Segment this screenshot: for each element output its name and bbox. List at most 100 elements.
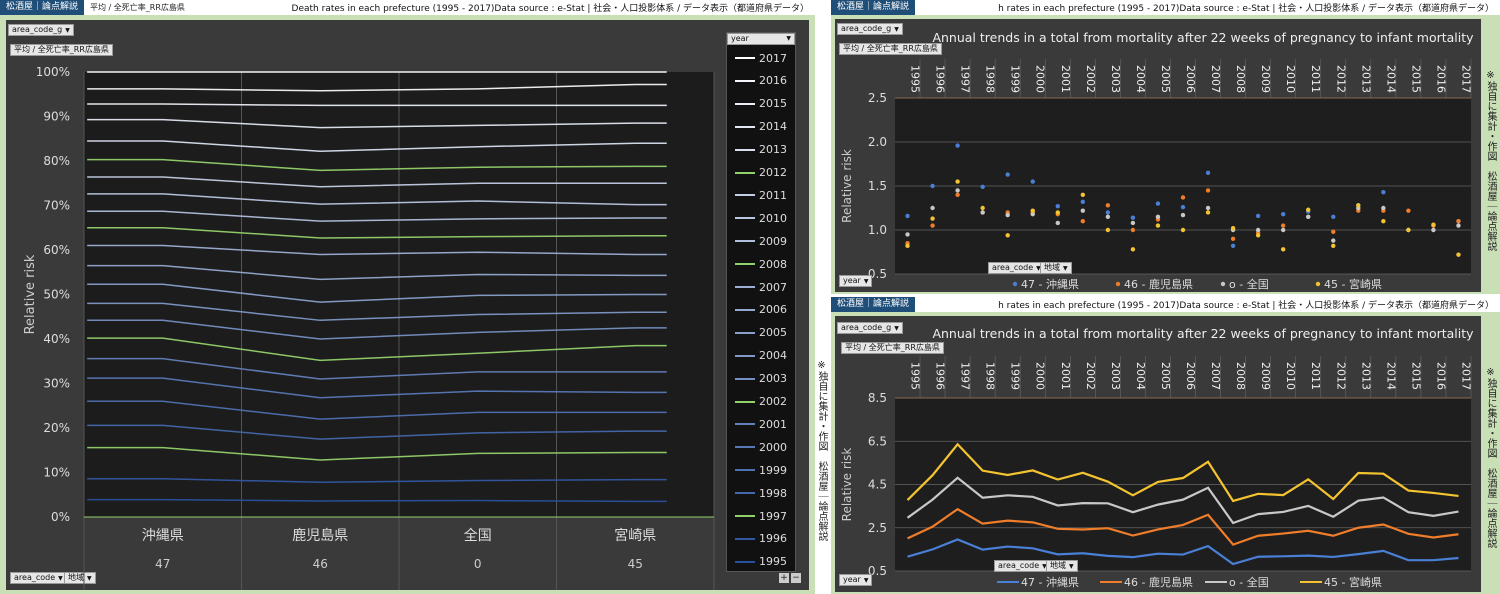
year-legend: year ▼ 2017 2016 2015 2014 2013 2012 2011 2010 20… bbox=[726, 32, 796, 572]
chart-title: Annual trends in a total from mortality … bbox=[932, 326, 1474, 341]
area-code-field-button[interactable]: area_code ▼ bbox=[10, 572, 67, 584]
year-legend-item[interactable]: 2011 bbox=[727, 188, 795, 202]
year-legend-item[interactable]: 2004 bbox=[727, 349, 795, 363]
year-legend-item[interactable]: 1996 bbox=[727, 532, 795, 546]
series-line-2002 bbox=[87, 337, 667, 362]
data-point bbox=[1055, 210, 1060, 215]
side-note-left: ※独自に集計・作図 松酒屋｜論点解説 bbox=[816, 360, 827, 541]
x-tick-label: 2017 bbox=[1459, 362, 1472, 390]
year-legend-item[interactable]: 2007 bbox=[727, 280, 795, 294]
brand-label[interactable]: 松酒屋｜論点解説 bbox=[831, 297, 916, 312]
measure-field-button[interactable]: 平均 / 全死亡率_RR広島県 bbox=[10, 44, 113, 56]
x-tick-label: 2009 bbox=[1259, 362, 1272, 390]
series-line-2011 bbox=[87, 176, 667, 188]
measure-breadcrumb: 平均 / 全死亡率_RR広島県 bbox=[90, 3, 185, 12]
year-legend-item[interactable]: 1999 bbox=[727, 463, 795, 477]
year-field-button[interactable]: year ▼ bbox=[839, 275, 873, 287]
year-legend-item[interactable]: 2008 bbox=[727, 257, 795, 271]
area-code-g-filter-button[interactable]: area_code_g ▼ bbox=[8, 24, 74, 36]
expand-button[interactable]: + bbox=[779, 573, 789, 583]
data-point bbox=[1005, 212, 1010, 218]
year-legend-item[interactable]: 2005 bbox=[727, 326, 795, 340]
x-tick-label: 2008 bbox=[1234, 362, 1247, 390]
year-legend-item[interactable]: 2014 bbox=[727, 120, 795, 134]
data-point bbox=[1205, 188, 1211, 193]
year-field-button[interactable]: year ▼ bbox=[839, 574, 873, 586]
data-point bbox=[1456, 223, 1461, 228]
data-point bbox=[1381, 205, 1386, 211]
y-tick-label: 8.5 bbox=[868, 391, 887, 405]
year-legend-item[interactable]: 1998 bbox=[727, 486, 795, 500]
x-tick-label: 2011 bbox=[1309, 65, 1322, 93]
legend-swatch bbox=[735, 79, 755, 82]
series-line-2003 bbox=[87, 319, 667, 340]
x-tick-label: 1995 bbox=[909, 65, 922, 93]
legend-label: 47 - 沖縄県 bbox=[1021, 575, 1079, 589]
year-legend-item[interactable]: 2010 bbox=[727, 211, 795, 225]
series-line-2012 bbox=[87, 158, 667, 172]
year-legend-item[interactable]: 2015 bbox=[727, 97, 795, 111]
data-point bbox=[1331, 214, 1336, 219]
data-point bbox=[980, 210, 985, 215]
year-legend-item[interactable]: 2002 bbox=[727, 395, 795, 409]
area-code-field-button[interactable]: area_code ▼ bbox=[988, 262, 1045, 274]
year-legend-item[interactable]: 2016 bbox=[727, 74, 795, 88]
legend-swatch bbox=[735, 331, 755, 334]
data-point bbox=[1230, 226, 1236, 231]
legend-label: 2001 bbox=[759, 417, 787, 431]
region-field-button[interactable]: 地域 ▼ bbox=[1046, 560, 1078, 572]
y-tick-label: 20% bbox=[43, 421, 70, 435]
region-field-button[interactable]: 地域 ▼ bbox=[1040, 262, 1072, 274]
legend-label: 2012 bbox=[759, 166, 787, 179]
year-filter-button[interactable]: year ▼ bbox=[727, 33, 795, 45]
data-point bbox=[1080, 199, 1086, 205]
data-point bbox=[1331, 229, 1336, 234]
year-legend-item[interactable]: 2006 bbox=[727, 303, 795, 317]
year-legend-item[interactable]: 1997 bbox=[727, 509, 795, 523]
legend-swatch bbox=[735, 125, 755, 128]
area-code-g-filter-button[interactable]: area_code_g ▼ bbox=[837, 322, 903, 334]
data-point bbox=[905, 213, 910, 219]
y-tick-label: 1.5 bbox=[868, 179, 887, 193]
y-axis-label: Relative risk bbox=[840, 149, 854, 223]
legend-swatch bbox=[1012, 281, 1018, 287]
data-point bbox=[1280, 227, 1286, 233]
stacked-line-chart-right: Annual trends in a total from mortality … bbox=[840, 326, 1474, 589]
series-line-2010 bbox=[87, 193, 667, 206]
brand-label[interactable]: 松酒屋｜論点解説 bbox=[0, 0, 85, 15]
year-legend-item[interactable]: 2012 bbox=[727, 166, 795, 180]
x-tick-label: 2006 bbox=[1184, 65, 1197, 93]
area-code-g-filter-button[interactable]: area_code_g ▼ bbox=[837, 23, 903, 35]
source-text: h rates in each prefecture (1995 - 2017)… bbox=[998, 301, 1494, 311]
year-legend-item[interactable]: 2001 bbox=[727, 417, 795, 431]
year-legend-item[interactable]: 2000 bbox=[727, 440, 795, 454]
data-point bbox=[1381, 219, 1386, 224]
year-legend-item[interactable]: 1995 bbox=[727, 555, 795, 569]
chevron-down-icon: ▼ bbox=[1036, 265, 1041, 272]
brand-label[interactable]: 松酒屋｜論点解説 bbox=[831, 0, 916, 15]
year-legend-item[interactable]: 2017 bbox=[727, 51, 795, 65]
data-point bbox=[1105, 227, 1111, 233]
region-field-button[interactable]: 地域 ▼ bbox=[64, 572, 96, 584]
area-code-field-button[interactable]: area_code ▼ bbox=[994, 560, 1051, 572]
legend-label: 2011 bbox=[759, 188, 787, 202]
y-axis-label: Relative risk bbox=[23, 254, 38, 334]
series-line-2000 bbox=[87, 377, 667, 399]
legend-label: 2014 bbox=[759, 120, 787, 134]
data-point bbox=[1456, 252, 1461, 257]
measure-field-button[interactable]: 平均 / 全死亡率_RR広島県 bbox=[841, 342, 944, 354]
x-tick-label: 2000 bbox=[1034, 362, 1047, 390]
collapse-button[interactable]: − bbox=[791, 573, 801, 583]
data-point bbox=[1280, 211, 1286, 217]
legend-swatch bbox=[1115, 281, 1121, 287]
data-point bbox=[1431, 222, 1436, 227]
measure-field-button[interactable]: 平均 / 全死亡率_RR広島県 bbox=[839, 43, 942, 55]
chevron-down-icon: ▼ bbox=[87, 575, 92, 582]
year-legend-item[interactable]: 2013 bbox=[727, 143, 795, 157]
legend-label: 2007 bbox=[759, 280, 787, 294]
year-legend-item[interactable]: 2009 bbox=[727, 234, 795, 248]
chevron-down-icon: ▼ bbox=[863, 278, 869, 285]
year-legend-item[interactable]: 2003 bbox=[727, 372, 795, 386]
series-line-2006 bbox=[87, 264, 667, 281]
region-label: 地域 bbox=[68, 573, 84, 582]
